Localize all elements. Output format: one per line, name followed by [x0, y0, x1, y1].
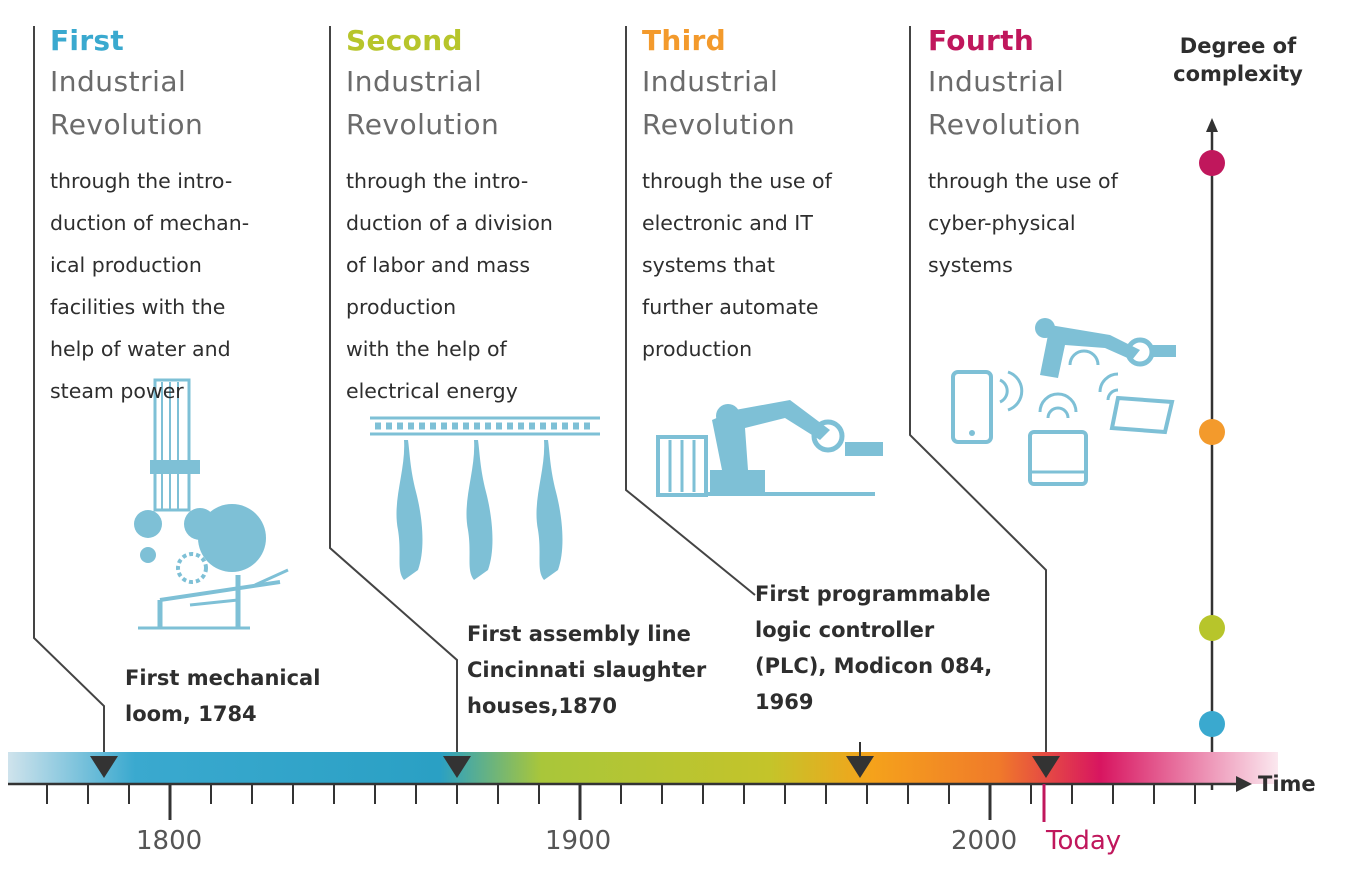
revolution-second: Second Industrial Revolution through the…: [346, 22, 631, 412]
marker-1969: [846, 756, 874, 778]
complexity-axis-label: Degree of complexity: [1173, 34, 1303, 86]
complexity-axis: [1199, 118, 1225, 790]
connector-second: [329, 26, 458, 760]
title-line1: Industrial: [50, 65, 187, 98]
connector-first: [33, 26, 105, 760]
year-label-1900: 1900: [545, 826, 612, 856]
complexity-dot-third: [1199, 419, 1225, 445]
revolution-third: Third Industrial Revolution through the …: [642, 22, 927, 370]
milestone-markers: [90, 742, 1060, 778]
connector-lines: [33, 26, 1047, 760]
complexity-dot-second: [1199, 615, 1225, 641]
milestone-third: First programmable logic controller (PLC…: [755, 582, 993, 714]
time-arrow: [1236, 776, 1252, 792]
title-line1: Industrial: [928, 65, 1065, 98]
connected-devices-icon: [951, 318, 1176, 486]
ordinal-first: First: [50, 24, 125, 57]
revolution-first: First Industrial Revolution through the …: [50, 22, 335, 412]
title-line2: Revolution: [346, 108, 500, 141]
description-third: through the use of electronic and IT sys…: [642, 169, 832, 361]
assembly-line-icon: [370, 416, 600, 580]
marker-1870: [443, 756, 471, 778]
timeline-ticks: [46, 784, 1196, 820]
title-line1: Industrial: [642, 65, 779, 98]
title-line2: Revolution: [642, 108, 796, 141]
ordinal-second: Second: [346, 24, 463, 57]
title-line1: Industrial: [346, 65, 483, 98]
timeline-band: [8, 752, 1278, 784]
ordinal-fourth: Fourth: [928, 24, 1035, 57]
title-line2: Revolution: [50, 108, 204, 141]
connector-fourth: [909, 26, 1047, 760]
year-label-1800: 1800: [136, 826, 203, 856]
milestone-second: First assembly line Cincinnati slaughter…: [467, 622, 707, 718]
marker-1784: [90, 756, 118, 778]
description-second: through the intro- duction of a division…: [346, 169, 553, 403]
ordinal-third: Third: [642, 24, 726, 57]
today-label: Today: [1046, 826, 1122, 856]
marker-fourth: [1032, 756, 1060, 778]
complexity-dot-first: [1199, 711, 1225, 737]
milestone-first: First mechanical loom, 1784: [125, 666, 321, 726]
robot-arm-icon: [656, 400, 883, 497]
title-line2: Revolution: [928, 108, 1082, 141]
complexity-dot-fourth: [1199, 150, 1225, 176]
connector-third: [625, 26, 756, 596]
time-axis-label: Time: [1258, 772, 1316, 796]
description-fourth: through the use of cyber-physical system…: [928, 169, 1118, 277]
revolution-fourth: Fourth Industrial Revolution through the…: [928, 22, 1213, 286]
description-first: through the intro- duction of mechan- ic…: [50, 169, 250, 403]
year-label-2000: 2000: [951, 826, 1018, 856]
mechanical-loom-icon: [134, 378, 289, 630]
